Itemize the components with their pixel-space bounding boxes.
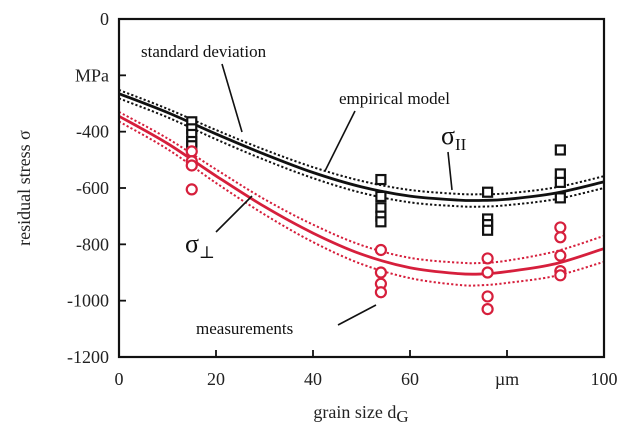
y-tick-label-4: -800: [76, 234, 109, 254]
label-sigma-perp-leader: [215, 195, 253, 233]
x-axis-title: grain size dG: [313, 402, 408, 426]
point-perp-0: [185, 145, 198, 158]
annotation-measurements-leader: [337, 304, 377, 326]
annotation-empirical-model-leader: [324, 110, 356, 172]
label-sigma-parallel-leader: [447, 151, 453, 191]
y-tick-label-0: 0: [100, 9, 109, 29]
label-sigma-parallel: σII: [441, 121, 467, 154]
y-tick-label-3: -600: [76, 178, 109, 198]
x-tick-label-1: 20: [207, 369, 225, 389]
label-sigma-perp-main: σ: [185, 229, 199, 258]
y-tick-label-2: -400: [76, 122, 109, 142]
tick-layer: 0 20 40 60 µm 100 0 MPa -400 -600 -800 -1000 -1200: [67, 9, 618, 389]
x-tick-label-2: 40: [304, 369, 322, 389]
x-tick-label-0: 0: [115, 369, 124, 389]
series-perp-std-dev-upper-line: [118, 111, 605, 265]
point-perp-2: [185, 159, 198, 172]
point-parallel-14: [554, 144, 566, 156]
y-axis-title: residual stress σ: [14, 130, 34, 246]
plot-marks: [118, 89, 605, 316]
x-tick-label-3: 60: [401, 369, 419, 389]
x-axis-title-sub: G: [396, 407, 408, 426]
y-tick-label-5: -1000: [67, 291, 109, 311]
point-perp-16: [554, 269, 567, 282]
point-parallel-9: [375, 216, 387, 228]
series-perp-empirical-model-line: [118, 114, 605, 276]
label-sigma-parallel-sub: II: [455, 135, 467, 154]
label-sigma-parallel-main: σ: [441, 121, 455, 150]
point-perp-13: [554, 231, 567, 244]
series-parallel-std-dev-upper-line: [118, 89, 605, 196]
annotation-measurements: measurements: [196, 319, 293, 338]
point-parallel-6: [375, 190, 387, 203]
x-axis-title-main: grain size d: [313, 402, 396, 422]
point-perp-5: [374, 266, 387, 279]
label-sigma-perp: σ⊥: [185, 229, 215, 262]
point-perp-9: [481, 266, 494, 279]
series-parallel-std-dev-lower-line: [118, 97, 605, 208]
x-tick-label-4: µm: [495, 369, 519, 389]
y-tick-label-6: -1200: [67, 347, 109, 367]
point-parallel-16: [554, 176, 566, 188]
point-perp-12: [554, 221, 567, 234]
annotation-standard-deviation: standard deviation: [141, 42, 267, 61]
annotation-empirical-model: empirical model: [339, 89, 450, 108]
y-tick-label-1: MPa: [75, 65, 109, 85]
point-perp-8: [481, 252, 494, 265]
x-tick-label-5: 100: [591, 369, 618, 389]
point-perp-14: [554, 249, 567, 262]
label-sigma-perp-sub: ⊥: [199, 243, 215, 262]
point-perp-7: [374, 286, 387, 299]
point-parallel-13: [482, 224, 494, 236]
point-parallel-5: [375, 173, 387, 186]
point-perp-11: [481, 303, 494, 316]
point-perp-4: [374, 243, 387, 257]
point-parallel-17: [554, 192, 566, 204]
point-parallel-10: [482, 186, 494, 198]
point-perp-3: [185, 183, 198, 196]
annotation-standard-deviation-leader: [221, 63, 243, 133]
point-perp-10: [481, 290, 494, 303]
